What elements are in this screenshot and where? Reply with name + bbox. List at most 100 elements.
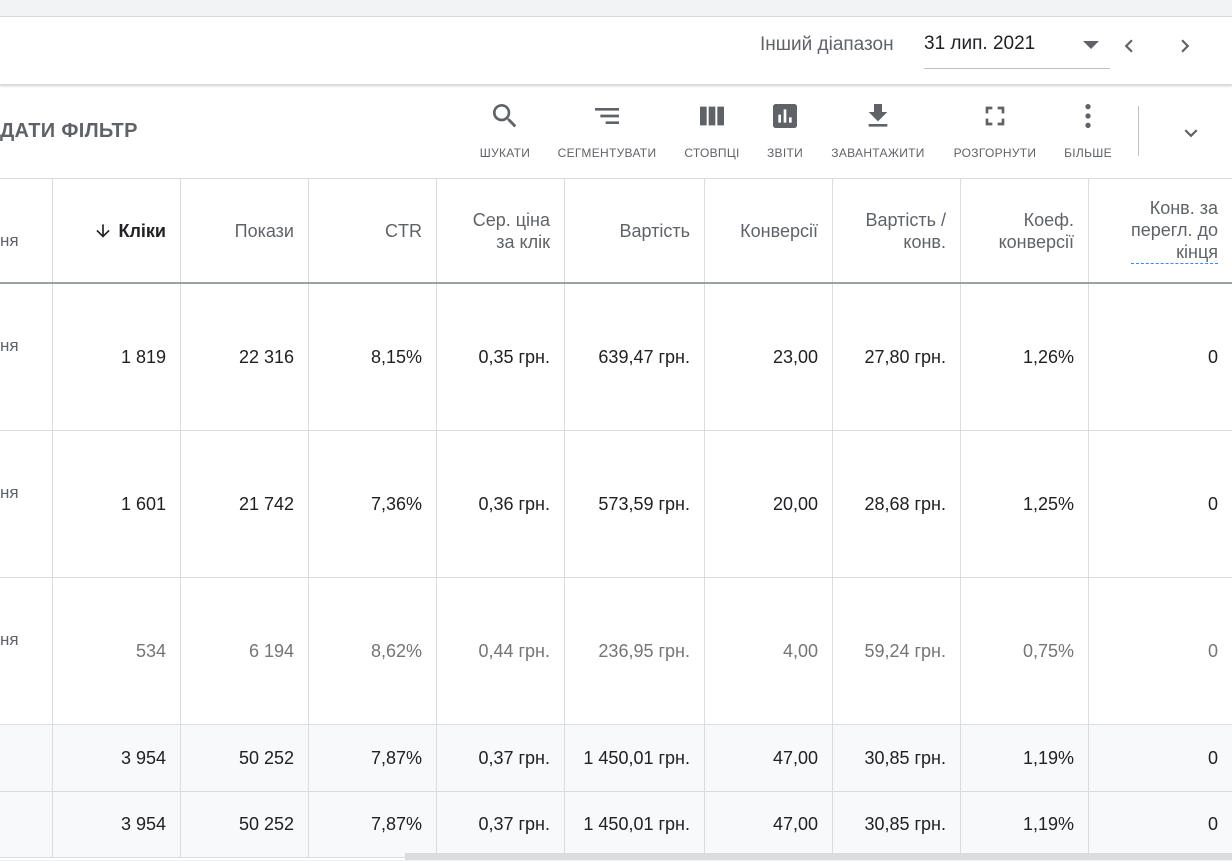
total-row: 3 954 50 252 7,87% 0,37 грн. 1 450,01 гр… bbox=[0, 792, 1232, 858]
table-row[interactable]: ня 1 819 22 316 8,15% 0,35 грн. 639,47 г… bbox=[0, 284, 1232, 431]
more-label: БІЛЬШЕ bbox=[1064, 146, 1112, 160]
conversions-cell: 4,00 bbox=[704, 578, 832, 724]
download-button[interactable]: ЗАВАНТАЖИТИ bbox=[828, 100, 928, 170]
column-header-view-through-conv[interactable]: Конв. за перегл. до кінця bbox=[1088, 179, 1232, 282]
column-header-ctr[interactable]: CTR bbox=[308, 179, 436, 282]
avg-cpc-cell: 0,44 грн. bbox=[436, 578, 564, 724]
conversions-cell: 23,00 bbox=[704, 284, 832, 430]
table-row[interactable]: ня 1 601 21 742 7,36% 0,36 грн. 573,59 г… bbox=[0, 431, 1232, 578]
column-header-name[interactable]: ня bbox=[0, 230, 19, 250]
cost-cell: 639,47 грн. bbox=[564, 284, 704, 430]
impressions-cell: 22 316 bbox=[180, 284, 308, 430]
segment-icon bbox=[595, 108, 619, 124]
impressions-cell: 50 252 bbox=[180, 725, 308, 791]
next-period-button[interactable] bbox=[1172, 33, 1198, 59]
ctr-cell: 8,15% bbox=[308, 284, 436, 430]
chevron-left-icon bbox=[1124, 39, 1133, 53]
column-header-impressions[interactable]: Покази bbox=[180, 179, 308, 282]
column-header-conv-rate[interactable]: Коеф. конверсії bbox=[960, 179, 1088, 282]
row-name-cell[interactable]: ня bbox=[0, 483, 19, 502]
reports-button[interactable]: ЗВІТИ bbox=[762, 100, 808, 170]
avg-cpc-cell: 0,36 грн. bbox=[436, 431, 564, 577]
collapse-toolbar-button[interactable] bbox=[1178, 120, 1204, 146]
conv-rate-cell: 1,26% bbox=[960, 284, 1088, 430]
table-row[interactable]: ня 534 6 194 8,62% 0,44 грн. 236,95 грн.… bbox=[0, 578, 1232, 725]
cost-cell: 573,59 грн. bbox=[564, 431, 704, 577]
view-through-conv-cell: 0 bbox=[1088, 284, 1232, 430]
report-panel: Інший діапазон 31 лип. 2021 ДАТИ ФІЛЬТР … bbox=[0, 16, 1232, 860]
view-through-conv-cell: 0 bbox=[1088, 725, 1232, 791]
horizontal-scrollbar[interactable] bbox=[405, 853, 1232, 860]
total-row: 3 954 50 252 7,87% 0,37 грн. 1 450,01 гр… bbox=[0, 725, 1232, 792]
avg-cpc-cell: 0,37 грн. bbox=[436, 792, 564, 857]
conv-rate-cell: 1,25% bbox=[960, 431, 1088, 577]
clicks-cell: 534 bbox=[52, 578, 180, 724]
toolbar-divider bbox=[1138, 106, 1139, 156]
download-icon bbox=[868, 104, 888, 127]
cost-cell: 1 450,01 грн. bbox=[564, 792, 704, 857]
search-label: ШУКАТИ bbox=[479, 146, 531, 160]
column-header-cost-per-conv[interactable]: Вартість / конв. bbox=[832, 179, 960, 282]
dropdown-arrow-icon[interactable] bbox=[1083, 41, 1099, 49]
add-filter-button[interactable]: ДАТИ ФІЛЬТР bbox=[0, 120, 138, 142]
view-through-conv-cell: 0 bbox=[1088, 431, 1232, 577]
clicks-cell: 3 954 bbox=[52, 725, 180, 791]
more-vertical-icon bbox=[1085, 104, 1091, 128]
reports-icon bbox=[773, 104, 797, 128]
expand-label: РОЗГОРНУТИ bbox=[953, 146, 1037, 160]
column-header-clicks[interactable]: Кліки bbox=[52, 179, 180, 282]
total-label-cell bbox=[0, 725, 52, 791]
ctr-cell: 7,36% bbox=[308, 431, 436, 577]
table-header-row: ня Кліки Покази CTR Сер. ціна за клік Вар… bbox=[0, 179, 1232, 284]
column-header-cost[interactable]: Вартість bbox=[564, 179, 704, 282]
expand-button[interactable]: РОЗГОРНУТИ bbox=[951, 100, 1039, 170]
cost-per-conv-cell: 28,68 грн. bbox=[832, 431, 960, 577]
search-button[interactable]: ШУКАТИ bbox=[474, 100, 536, 170]
impressions-cell: 50 252 bbox=[180, 792, 308, 857]
arrow-down-icon bbox=[95, 223, 110, 238]
column-header-avg-cpc[interactable]: Сер. ціна за клік bbox=[436, 179, 564, 282]
clicks-cell: 3 954 bbox=[52, 792, 180, 857]
columns-button[interactable]: СТОВПЦІ bbox=[682, 100, 742, 170]
table-toolbar: ДАТИ ФІЛЬТР ШУКАТИ СЕГМЕНТУВАТИ СТОВПЦІ … bbox=[0, 86, 1232, 179]
clicks-cell: 1 601 bbox=[52, 431, 180, 577]
cost-cell: 236,95 грн. bbox=[564, 578, 704, 724]
impressions-cell: 6 194 bbox=[180, 578, 308, 724]
columns-icon bbox=[700, 106, 724, 126]
avg-cpc-cell: 0,37 грн. bbox=[436, 725, 564, 791]
download-label: ЗАВАНТАЖИТИ bbox=[831, 146, 925, 160]
fullscreen-icon bbox=[985, 106, 1005, 126]
previous-period-button[interactable] bbox=[1116, 33, 1142, 59]
date-value: 31 лип. 2021 bbox=[924, 33, 1036, 54]
chevron-down-icon bbox=[1184, 129, 1198, 138]
ctr-cell: 7,87% bbox=[308, 725, 436, 791]
segment-label: СЕГМЕНТУВАТИ bbox=[557, 146, 657, 160]
avg-cpc-cell: 0,35 грн. bbox=[436, 284, 564, 430]
column-header-conversions[interactable]: Конверсії bbox=[704, 179, 832, 282]
conversions-cell: 47,00 bbox=[704, 792, 832, 857]
conv-rate-cell: 1,19% bbox=[960, 725, 1088, 791]
conv-rate-cell: 0,75% bbox=[960, 578, 1088, 724]
impressions-cell: 21 742 bbox=[180, 431, 308, 577]
conversions-cell: 47,00 bbox=[704, 725, 832, 791]
view-through-conv-cell: 0 bbox=[1088, 792, 1232, 857]
conv-rate-cell: 1,19% bbox=[960, 792, 1088, 857]
cost-per-conv-cell: 27,80 грн. bbox=[832, 284, 960, 430]
row-name-cell[interactable]: ня bbox=[0, 336, 19, 355]
chevron-right-icon bbox=[1181, 39, 1190, 53]
row-name-cell[interactable]: ня bbox=[0, 630, 19, 649]
columns-label: СТОВПЦІ bbox=[684, 146, 740, 160]
date-select[interactable]: 31 лип. 2021 bbox=[924, 27, 1110, 69]
conversions-cell: 20,00 bbox=[704, 431, 832, 577]
reports-label: ЗВІТИ bbox=[766, 146, 804, 160]
ctr-cell: 7,87% bbox=[308, 792, 436, 857]
cost-per-conv-cell: 59,24 грн. bbox=[832, 578, 960, 724]
more-button[interactable]: БІЛЬШЕ bbox=[1062, 100, 1114, 170]
total-label-cell bbox=[0, 792, 52, 857]
cost-per-conv-cell: 30,85 грн. bbox=[832, 792, 960, 857]
view-through-conv-cell: 0 bbox=[1088, 578, 1232, 724]
cost-cell: 1 450,01 грн. bbox=[564, 725, 704, 791]
search-icon bbox=[492, 104, 517, 128]
segment-button[interactable]: СЕГМЕНТУВАТИ bbox=[555, 100, 659, 170]
cost-per-conv-cell: 30,85 грн. bbox=[832, 725, 960, 791]
